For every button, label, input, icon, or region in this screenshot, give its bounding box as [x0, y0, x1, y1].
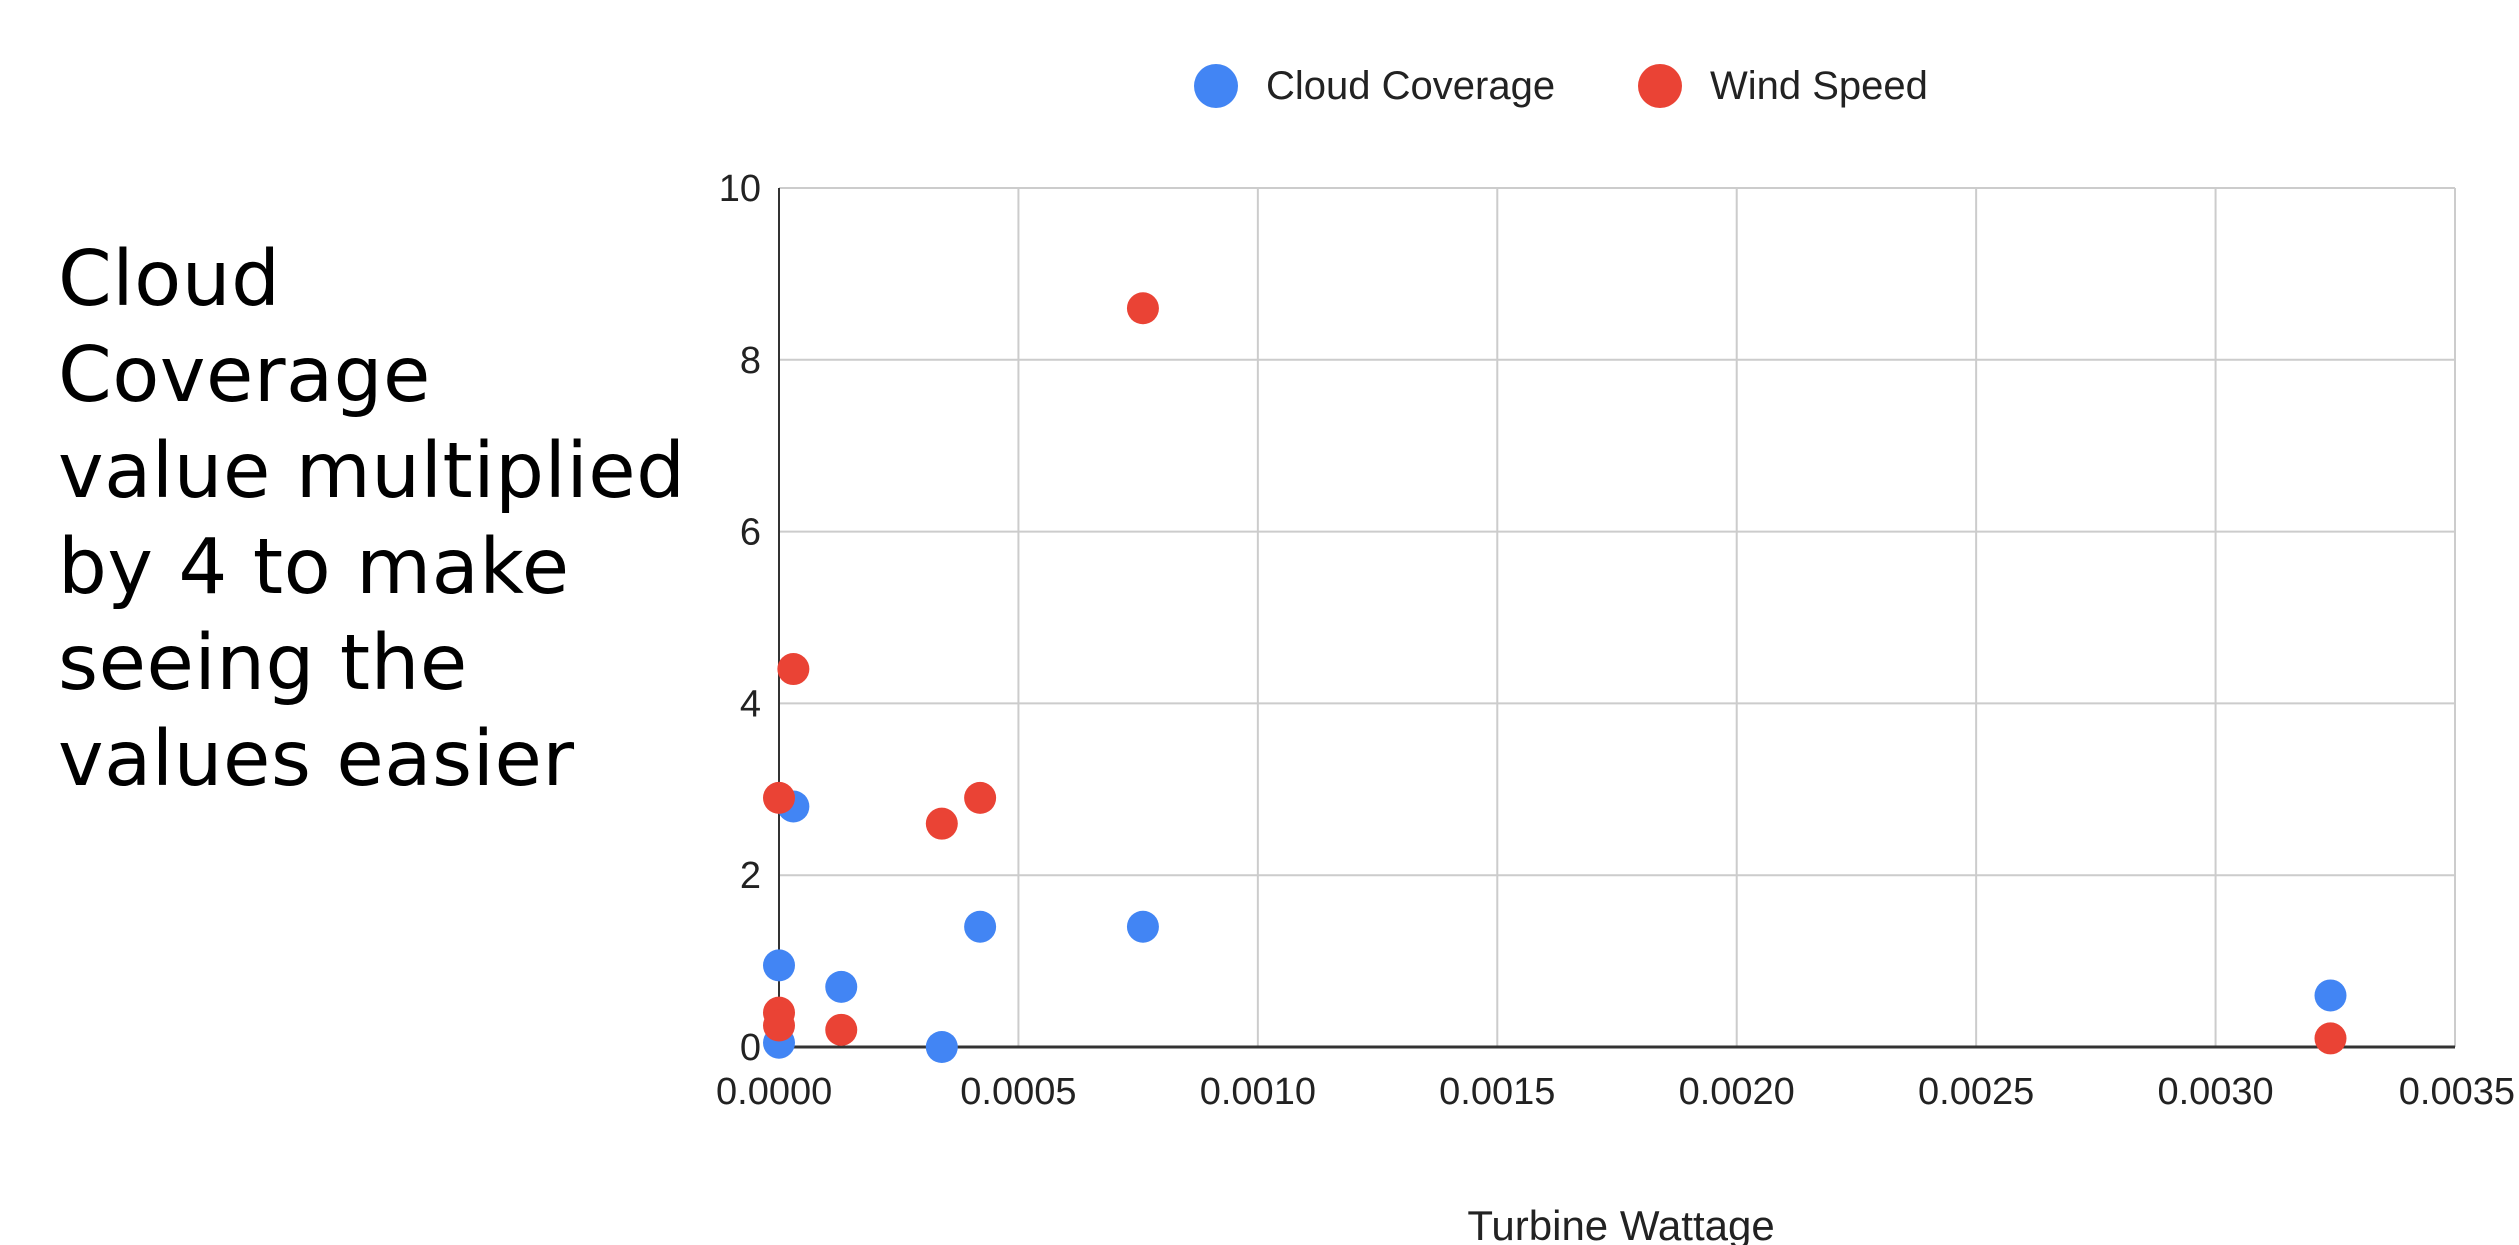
chart-legend: Cloud Coverage Wind Speed [1194, 64, 1928, 108]
cloud-coverage-point [964, 910, 997, 943]
x-axis-title: Turbine Wattage [1467, 1202, 1774, 1245]
x-tick-label: 0.0005 [960, 1071, 1076, 1113]
wind-speed-point [763, 781, 795, 814]
wind-speed-point [1126, 292, 1159, 325]
x-tick-label: 0.0030 [2157, 1071, 2273, 1113]
x-tick-label: 0.0020 [1679, 1071, 1795, 1113]
cloud-coverage-point [925, 1031, 958, 1063]
wind-speed-legend-label: Wind Speed [1710, 64, 1928, 108]
cloud-coverage-point [825, 970, 858, 1003]
wind-speed-point [2314, 1022, 2347, 1055]
cloud-coverage-legend-marker [1194, 64, 1238, 108]
y-tick-label: 2 [740, 855, 761, 897]
cloud-coverage-legend-label: Cloud Coverage [1266, 64, 1555, 108]
wind-speed-point [925, 807, 958, 840]
wind-speed-point [763, 1009, 795, 1042]
wind-speed-point [964, 781, 997, 814]
cloud-coverage-point [763, 949, 795, 982]
x-tick-label: 0.0015 [1439, 1071, 1555, 1113]
slide-note-text: Cloud Coverage value multiplied by 4 to … [58, 235, 686, 804]
chart-grid [778, 187, 2456, 1048]
chart-axes [778, 188, 2455, 1049]
x-tick-label: 0.0025 [1918, 1071, 2034, 1113]
y-tick-label: 8 [740, 340, 761, 382]
y-tick-label: 10 [719, 168, 761, 210]
cloud-coverage-point [1126, 910, 1159, 943]
x-tick-label: 0.0000 [716, 1071, 832, 1113]
x-tick-label: 0.0035 [2399, 1071, 2515, 1113]
y-tick-label: 4 [740, 683, 761, 725]
x-tick-label: 0.0010 [1200, 1071, 1316, 1113]
chart-tick-labels: 0.0000 0.0005 0.0010 0.0015 0.0020 0.0025 0.00… [716, 168, 2515, 1113]
chart-points [763, 292, 2347, 1063]
cloud-coverage-point [2314, 979, 2347, 1012]
y-tick-label: 0 [740, 1027, 761, 1069]
wind-speed-legend-marker [1638, 64, 1682, 108]
wind-speed-point [777, 653, 810, 686]
y-tick-label: 6 [740, 512, 761, 554]
wind-speed-point [825, 1013, 858, 1046]
